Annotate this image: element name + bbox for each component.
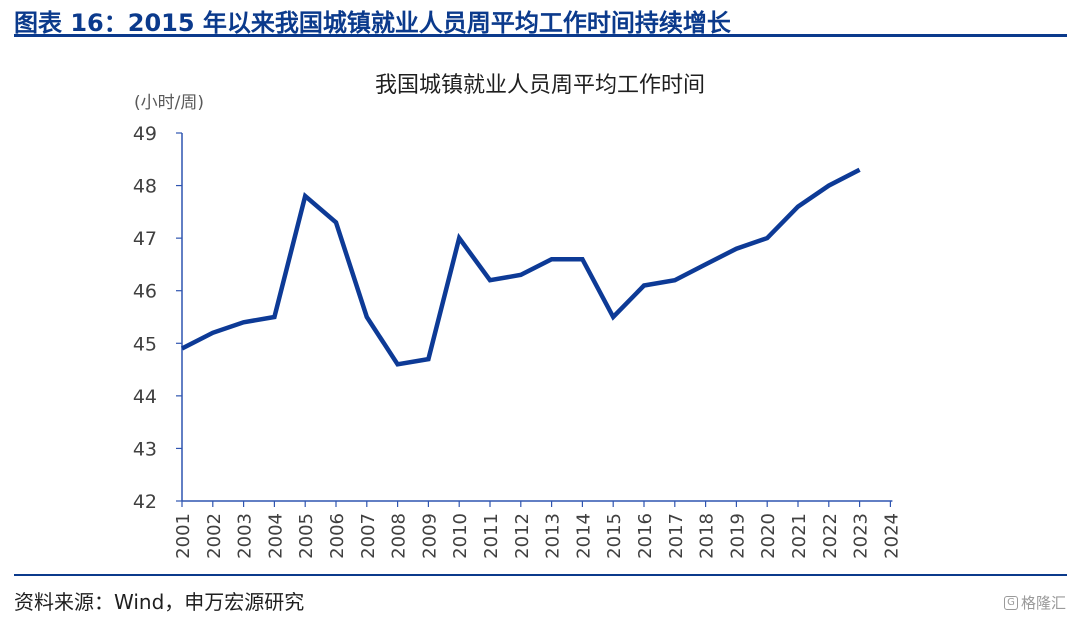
header-divider: [14, 34, 1067, 37]
x-tick-label: 2008: [389, 513, 410, 559]
x-tick-label: 2021: [789, 513, 810, 559]
y-tick-label: 45: [133, 333, 157, 355]
x-tick-label: 2001: [173, 513, 194, 559]
y-tick-label: 43: [133, 438, 157, 460]
source-note: 资料来源：Wind，申万宏源研究: [14, 590, 305, 614]
x-tick-label: 2002: [204, 513, 225, 559]
watermark-text: 格隆汇: [1020, 594, 1066, 612]
x-tick-label: 2013: [543, 513, 564, 559]
y-tick-label: 47: [133, 228, 157, 250]
x-tick-label: 2016: [635, 513, 656, 559]
x-tick-label: 2023: [851, 513, 872, 559]
x-tick-label: 2004: [265, 513, 286, 559]
watermark: G 格隆汇: [1003, 592, 1066, 613]
chart-tick-labels: 42 43 44 45 46 47 48 49 2001 2002 2003 2004 2005 2006…: [133, 123, 903, 559]
x-tick-label: 2014: [573, 513, 594, 559]
x-tick-label: 2005: [296, 513, 317, 559]
x-tick-label: 2015: [604, 513, 625, 559]
x-tick-label: 2019: [727, 513, 748, 559]
x-tick-label: 2020: [758, 513, 779, 559]
x-tick-label: 2022: [820, 513, 841, 559]
x-tick-label: 2009: [419, 513, 440, 559]
x-tick-label: 2010: [450, 513, 471, 559]
x-tick-label: 2012: [512, 513, 533, 559]
x-tick-label: 2003: [235, 513, 256, 559]
x-tick-label: 2018: [697, 513, 718, 559]
x-tick-label: 2006: [327, 513, 348, 559]
series-line: [180, 167, 861, 367]
y-tick-label: 48: [133, 176, 157, 198]
x-tick-label: 2011: [481, 513, 502, 559]
y-tick-label: 44: [133, 386, 157, 408]
x-tick-label: 2007: [358, 513, 379, 559]
y-axis-unit-label: (小时/周): [134, 93, 204, 113]
x-tick-label: 2017: [666, 513, 687, 559]
watermark-logo-icon: G: [1003, 595, 1018, 610]
figure-title: 图表 16：2015 年以来我国城镇就业人员周平均工作时间持续增长: [14, 9, 731, 37]
footer-divider: [14, 574, 1067, 576]
x-tick-label: 2024: [881, 513, 902, 559]
y-tick-label: 46: [133, 281, 157, 303]
y-tick-label: 49: [133, 123, 157, 145]
chart-axes: [176, 132, 893, 507]
chart-title: 我国城镇就业人员周平均工作时间: [374, 73, 705, 98]
y-tick-label: 42: [133, 491, 157, 513]
chart-series: [180, 167, 861, 367]
